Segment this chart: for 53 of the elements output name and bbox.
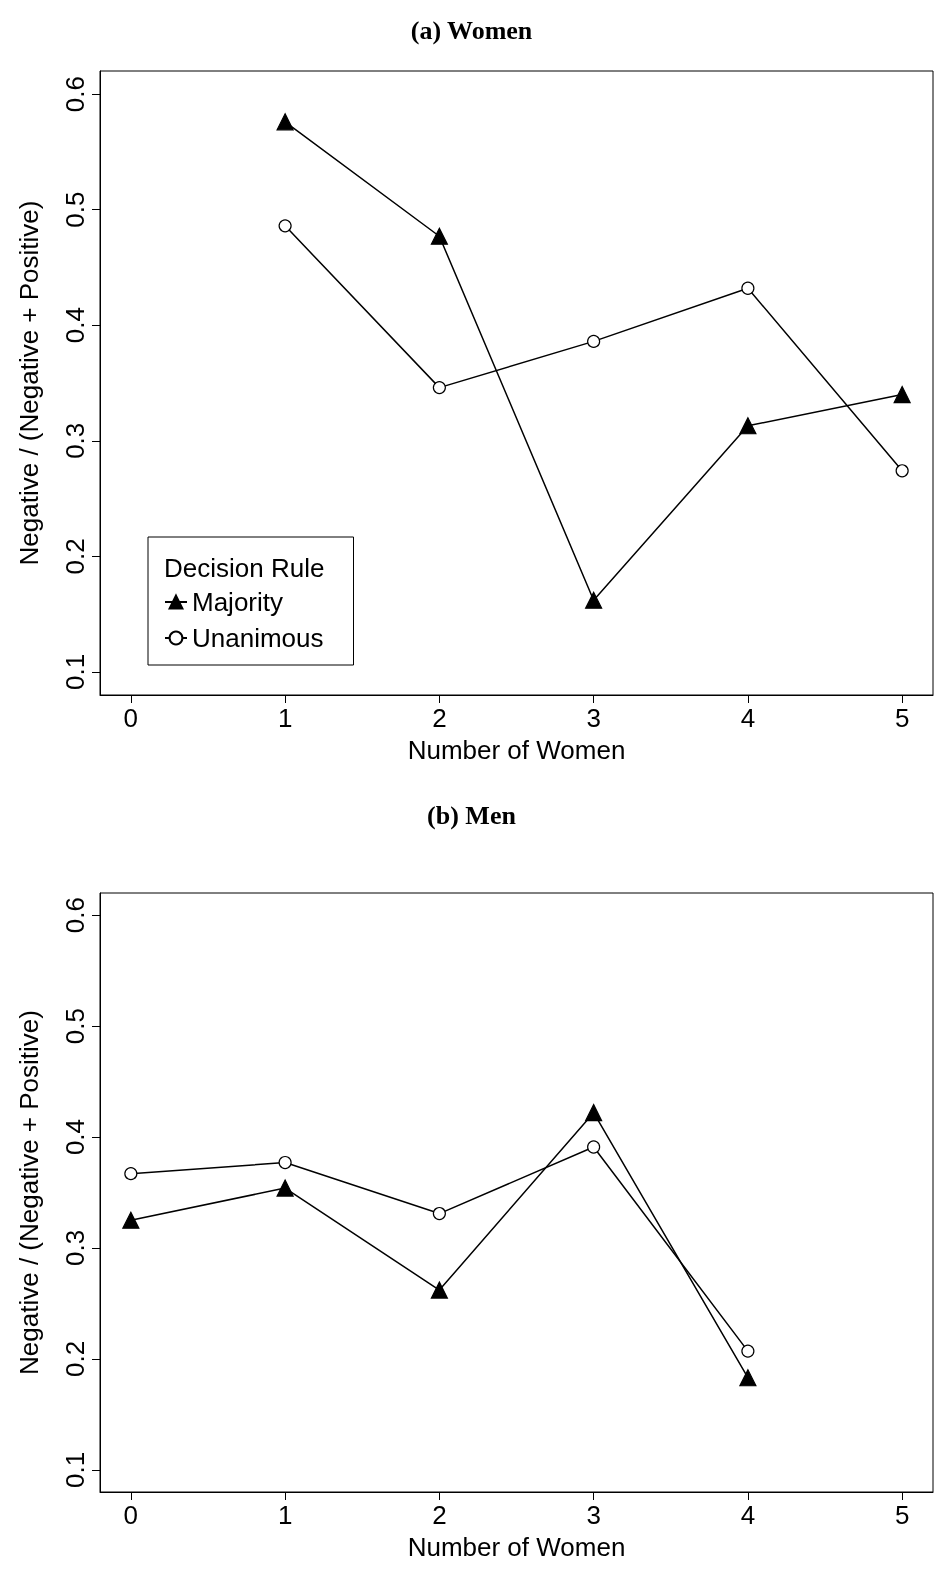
x-tick-label: 5: [894, 1500, 910, 1530]
point: [741, 1344, 755, 1358]
point: [895, 464, 909, 478]
point: [430, 1281, 448, 1299]
x-tick-label: 0: [123, 703, 139, 733]
point: [587, 334, 601, 348]
point: [739, 1369, 757, 1387]
point: [585, 591, 603, 609]
legend-label: Unanimous: [192, 623, 324, 653]
y-tick-label: 0.1: [60, 653, 90, 690]
point: [430, 227, 448, 245]
x-tick-label: 4: [740, 703, 756, 733]
point: [739, 417, 757, 435]
y-tick-label: 0.2: [60, 1340, 90, 1377]
x-tick-label: 2: [432, 703, 447, 733]
y-tick-label: 0.6: [60, 897, 90, 934]
x-tick-label: 2: [432, 1500, 447, 1530]
x-tick-label: 4: [740, 1500, 756, 1530]
x-tick-label: 0: [123, 1500, 139, 1530]
point: [124, 1167, 138, 1181]
x-axis-title: Number of Women: [407, 1532, 626, 1562]
y-axis-title: Negative / (Negative + Positive): [14, 200, 44, 566]
y-tick-label: 0.3: [60, 422, 90, 459]
chart-title: (a) Women: [410, 15, 533, 45]
point: [278, 1155, 292, 1170]
y-tick-label: 0.4: [60, 1118, 90, 1156]
point: [893, 385, 911, 404]
point: [276, 113, 294, 131]
x-tick-label: 5: [894, 703, 910, 733]
legend-title: Decision Rule: [164, 553, 325, 583]
point: [432, 1206, 446, 1221]
legend-label: Majority: [192, 587, 284, 617]
point: [278, 219, 292, 233]
chart-title: (b) Men: [427, 800, 517, 830]
y-tick-label: 0.5: [60, 1008, 90, 1045]
point: [587, 1140, 601, 1154]
point: [276, 1179, 294, 1197]
y-tick-label: 0.2: [60, 538, 90, 575]
x-tick-label: 1: [277, 1500, 293, 1530]
point: [432, 381, 446, 395]
point: [585, 1104, 603, 1122]
x-tick-label: 3: [586, 1500, 601, 1530]
x-tick-label: 1: [277, 703, 293, 733]
x-tick-label: 3: [586, 703, 601, 733]
y-tick-label: 0.6: [60, 76, 90, 113]
x-axis-title: Number of Women: [407, 735, 626, 765]
y-tick-label: 0.1: [60, 1451, 90, 1488]
point: [122, 1211, 140, 1229]
y-axis-title: Negative / (Negative + Positive): [14, 1010, 44, 1375]
point: [741, 281, 755, 295]
y-tick-label: 0.5: [60, 191, 90, 228]
y-tick-label: 0.3: [60, 1229, 90, 1267]
y-tick-label: 0.4: [60, 307, 90, 344]
